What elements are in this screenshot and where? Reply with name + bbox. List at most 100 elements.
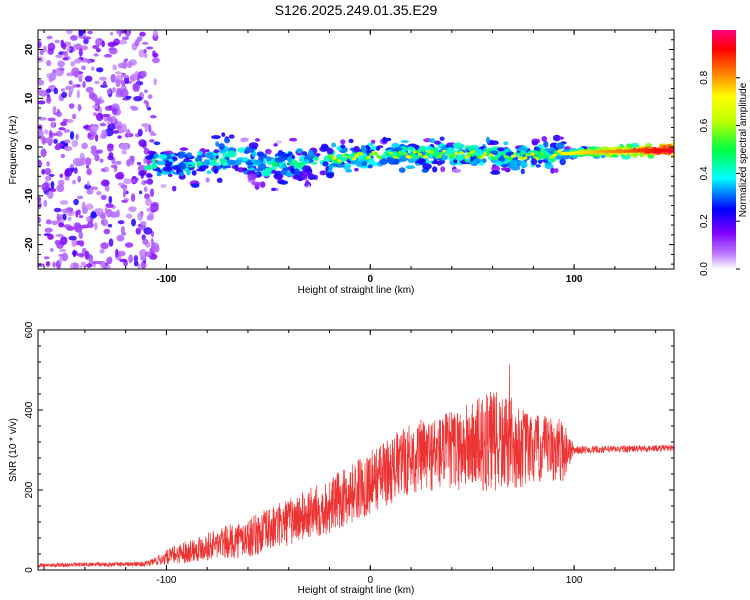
spectrogram-noise-blob bbox=[117, 135, 122, 139]
spectrogram-noise-blob bbox=[72, 180, 76, 185]
spectrogram-ridge-blob bbox=[401, 157, 409, 162]
spectrogram-ridge-blob bbox=[205, 149, 210, 153]
spectrogram-core-blob bbox=[537, 155, 543, 159]
spectrogram-ridge-blob bbox=[147, 150, 154, 155]
spectrogram-ridge-blob bbox=[293, 165, 298, 170]
spectrogram-core-blob bbox=[395, 153, 401, 157]
spectrogram-noise-blob bbox=[143, 186, 148, 192]
spectrogram-noise-blob bbox=[139, 70, 147, 78]
spectrogram-ridge-blob bbox=[340, 144, 346, 149]
spectrogram-core-blob bbox=[337, 159, 342, 163]
spectrogram-ridge-blob bbox=[172, 185, 177, 192]
spectrogram-ridge-blob bbox=[282, 163, 287, 169]
spectrogram-core-blob bbox=[549, 155, 555, 159]
spectrogram-noise-blob bbox=[81, 65, 86, 71]
spectrogram-core-blob bbox=[373, 152, 379, 156]
spectrogram-ridge-blob bbox=[369, 157, 375, 164]
spectrogram-noise-blob bbox=[46, 97, 52, 104]
spectrogram-noise-blob bbox=[38, 159, 43, 168]
spectrogram-ridge-blob bbox=[354, 167, 359, 172]
snr-ytick-label: 600 bbox=[24, 321, 35, 338]
spectrogram-noise-blob bbox=[116, 250, 126, 257]
snr-ytick-label: 200 bbox=[24, 481, 35, 498]
spectrogram-core-blob bbox=[422, 155, 428, 159]
spectrogram-ridge-blob bbox=[422, 163, 432, 170]
spectrogram-ridge-blob bbox=[554, 168, 559, 174]
spectrogram-noise-blob bbox=[122, 190, 126, 198]
spectrogram-noise-blob bbox=[61, 208, 70, 213]
snr-axes: -100 0 100 0 200 400 600 bbox=[24, 321, 674, 586]
spectrogram-ridge-blob bbox=[370, 139, 376, 144]
spectrogram-core-blob bbox=[510, 154, 516, 158]
spectrogram-ridge-blob bbox=[367, 142, 374, 147]
spectrogram-noise-blob bbox=[145, 198, 152, 206]
spectrogram-core-blob bbox=[425, 152, 430, 156]
spectrogram-ridge-blob bbox=[407, 157, 416, 164]
spectrogram-noise-blob bbox=[53, 138, 58, 144]
spectrogram-noise-blob bbox=[121, 199, 128, 203]
spectrogram-ridge-blob bbox=[289, 137, 298, 142]
spectrogram-core-blob bbox=[329, 154, 335, 158]
spectrogram-ridge-blob bbox=[288, 151, 293, 156]
spectrogram-noise-blob bbox=[105, 264, 111, 269]
spectrogram-noise-blob bbox=[93, 112, 97, 117]
spectrogram-ridge-blob bbox=[313, 156, 319, 161]
spectrogram-noise-blob bbox=[94, 80, 100, 85]
spectrogram-noise-blob bbox=[100, 179, 110, 187]
spectrogram-noise-blob bbox=[137, 263, 141, 269]
colorbar-gradient bbox=[712, 30, 736, 269]
spectrogram-core-blob bbox=[452, 154, 457, 158]
spectrogram-noise-blob bbox=[72, 113, 77, 120]
spectrogram-ridge-blob bbox=[400, 140, 409, 143]
colorbar: 0.0 0.2 0.4 0.6 0.8 Normalized spectral ampl… bbox=[699, 30, 749, 276]
spectrogram-ridge-blob bbox=[294, 174, 299, 180]
spectrogram-frame bbox=[37, 29, 675, 270]
spectrogram-ridge-blob bbox=[490, 140, 499, 145]
spectrogram-noise-blob bbox=[95, 149, 104, 154]
colorbar-tick-label: 0.0 bbox=[699, 262, 710, 276]
spectrogram-noise-blob bbox=[100, 213, 106, 220]
spectrogram-ridge-blob bbox=[353, 145, 360, 153]
spectrogram-ridge-blob bbox=[199, 165, 206, 172]
spectrogram-ridge-blob bbox=[630, 142, 640, 148]
spectrogram-ridge-blob bbox=[213, 149, 220, 154]
spectrogram-noise-blob bbox=[79, 240, 85, 247]
spectrogram-noise-blob bbox=[96, 67, 104, 73]
spectrogram-ridge-blob bbox=[226, 159, 236, 164]
spectrogram-ridge-blob bbox=[219, 157, 227, 164]
spectrogram-noise-blob bbox=[99, 76, 107, 81]
spectrogram-ridge-blob bbox=[195, 157, 203, 163]
spectrogram-core-blob bbox=[366, 156, 371, 160]
spectrogram-noise-blob bbox=[54, 239, 61, 245]
spectrogram-ridge-blob bbox=[319, 146, 328, 152]
spectrogram-ridge-blob bbox=[155, 160, 166, 166]
spectrogram-noise-blob bbox=[120, 74, 130, 79]
spectrogram-ridge-blob bbox=[178, 162, 187, 169]
spectrogram-noise-blob bbox=[54, 39, 60, 44]
spectrogram-noise-blob bbox=[48, 129, 53, 139]
spectrogram-core-blob bbox=[437, 154, 442, 159]
spectrogram-ridge-blob bbox=[431, 160, 440, 165]
spectrogram-noise-blob bbox=[70, 263, 74, 269]
spectrogram-noise-blob bbox=[82, 81, 86, 88]
spectrogram-noise-blob bbox=[136, 73, 140, 83]
spectrogram-ridge-blob bbox=[212, 157, 217, 163]
spectrogram-ridge-blob bbox=[452, 142, 463, 149]
spectrogram-noise-blob bbox=[46, 60, 52, 67]
spectrogram-noise-blob bbox=[150, 205, 157, 210]
spectrogram-noise-blob bbox=[145, 100, 150, 109]
spectrogram-noise-blob bbox=[102, 113, 111, 117]
spectrogram-ridge-blob bbox=[221, 132, 226, 137]
spectrogram-noise-blob bbox=[107, 123, 116, 131]
spectrogram-noise-blob bbox=[56, 130, 63, 137]
spectrogram-noise-blob bbox=[86, 222, 94, 229]
spectrogram-noise-blob bbox=[63, 129, 71, 133]
colorbar-tick-label: 0.6 bbox=[699, 118, 710, 132]
spectrogram-ridge-blob bbox=[203, 159, 210, 166]
spectrogram-core-blob bbox=[432, 153, 437, 157]
spectrogram-noise-blob bbox=[152, 52, 159, 58]
spectrogram-noise-blob bbox=[110, 31, 114, 36]
spectrogram-noise-blob bbox=[49, 247, 54, 253]
spectrogram-noise-blob bbox=[101, 40, 106, 48]
spectrogram-noise-blob bbox=[86, 180, 90, 186]
